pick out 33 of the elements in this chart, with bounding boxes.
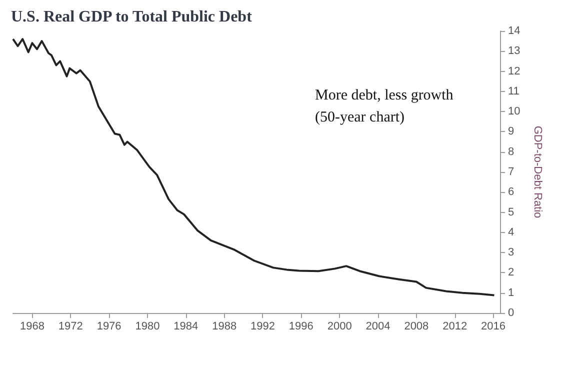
x-tick-label: 1988 <box>212 320 237 332</box>
x-tick-label: 1992 <box>250 320 275 332</box>
line-series <box>12 38 496 296</box>
y-tick-label: 7 <box>508 166 514 178</box>
y-tick-label: 11 <box>508 85 520 98</box>
x-tick-label: 1972 <box>58 320 83 332</box>
x-tick-label: 1968 <box>20 320 44 332</box>
annotation: (50-year chart) <box>314 110 405 126</box>
x-tick-label: 1996 <box>288 320 314 332</box>
x-tick-label: 2008 <box>404 320 429 332</box>
y-tick-label: 1 <box>508 286 514 299</box>
x-tick-label: 2004 <box>366 320 390 332</box>
x-tick-label: 1984 <box>174 320 198 332</box>
x-tick-label: 2000 <box>327 320 352 332</box>
y-tick-label: 14 <box>508 25 520 37</box>
y-tick-label: 10 <box>508 106 520 118</box>
x-tick-label: 2016 <box>481 320 506 332</box>
y-tick-label: 2 <box>508 266 514 279</box>
x-tick-label: 1980 <box>135 320 160 332</box>
y-tick-label: 4 <box>508 226 514 238</box>
y-tick-label: 8 <box>508 146 514 158</box>
y-axis-title: GDP-to-Debt Ratio <box>532 126 544 218</box>
y-tick-label: 5 <box>508 206 514 218</box>
y-tick-label: 6 <box>508 186 514 198</box>
y-tick-label: 12 <box>508 65 520 78</box>
chart-title: U.S. Real GDP to Total Public Debt <box>11 8 253 26</box>
y-tick-label: 9 <box>508 126 514 138</box>
y-tick-label: 0 <box>508 307 514 319</box>
annotation: More debt, less growth <box>315 88 454 104</box>
y-tick-label: 13 <box>508 45 520 58</box>
x-tick-label: 1976 <box>96 320 122 332</box>
y-tick-label: 3 <box>508 246 514 259</box>
x-tick-label: 2012 <box>442 320 468 332</box>
